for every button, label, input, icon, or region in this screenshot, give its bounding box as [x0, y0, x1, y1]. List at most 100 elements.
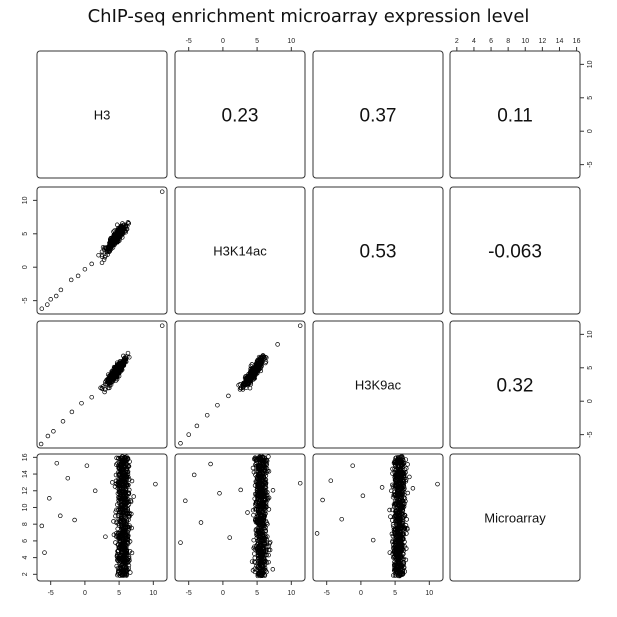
data-point — [208, 461, 213, 467]
data-point — [116, 556, 122, 562]
data-point — [153, 481, 158, 487]
data-point — [245, 510, 250, 515]
data-point — [123, 492, 129, 497]
data-point — [262, 468, 268, 474]
data-point — [102, 389, 107, 395]
data-point — [379, 485, 385, 490]
data-point — [254, 363, 260, 369]
data-point — [101, 247, 107, 252]
data-point — [394, 542, 399, 547]
data-point — [261, 491, 267, 497]
data-point — [111, 229, 116, 234]
data-point — [103, 534, 108, 539]
data-point — [120, 532, 125, 537]
data-point — [260, 503, 265, 508]
data-point — [114, 563, 119, 569]
x-tick-label: 10 — [521, 38, 529, 45]
correlation-value: 0.32 — [497, 376, 534, 397]
data-point — [117, 368, 122, 373]
data-point — [126, 517, 131, 523]
data-point — [126, 499, 132, 505]
correlation-value: 0.37 — [360, 106, 397, 127]
data-point — [123, 525, 128, 531]
panel-h3-h3k14ac — [174, 50, 306, 179]
data-point — [339, 516, 344, 522]
data-point — [122, 555, 127, 561]
data-point — [253, 468, 259, 474]
y-tick-label: -5 — [587, 431, 594, 437]
data-point — [270, 567, 276, 572]
data-point — [257, 540, 263, 546]
data-point — [256, 531, 261, 537]
data-point — [253, 517, 258, 523]
data-point — [405, 490, 411, 496]
correlation-value: 0.23 — [222, 106, 259, 127]
correlation-value: 0.53 — [360, 242, 397, 263]
data-point — [118, 361, 123, 367]
y-tick-label: 5 — [587, 96, 594, 100]
data-point — [99, 386, 105, 391]
data-point — [118, 565, 123, 571]
data-point — [126, 491, 131, 497]
data-point — [38, 441, 44, 447]
data-point — [119, 512, 124, 518]
data-point — [120, 463, 126, 468]
data-point — [120, 529, 125, 535]
data-point — [259, 469, 265, 475]
data-point — [121, 521, 127, 527]
data-point — [121, 570, 126, 575]
data-point — [121, 520, 126, 525]
x-tick-label: 16 — [573, 38, 581, 45]
data-point — [259, 355, 264, 361]
data-point — [159, 323, 165, 328]
data-point — [261, 548, 266, 553]
data-point — [244, 379, 250, 384]
x-tick-label: 12 — [538, 38, 546, 45]
data-point — [122, 524, 127, 530]
correlation-value: -0.063 — [488, 242, 542, 263]
data-point — [105, 385, 111, 391]
data-point — [392, 466, 397, 472]
data-point — [53, 293, 59, 299]
data-point — [116, 568, 121, 574]
data-point — [124, 550, 129, 556]
data-point — [122, 545, 128, 551]
data-point — [394, 499, 400, 505]
data-point — [350, 463, 355, 468]
x-tick-label: 8 — [506, 38, 510, 45]
data-point — [410, 486, 416, 491]
data-point — [117, 471, 122, 477]
data-point — [131, 494, 136, 499]
data-point — [89, 261, 94, 267]
data-point — [121, 471, 126, 476]
data-point — [123, 481, 128, 486]
data-point — [264, 458, 270, 464]
data-point — [260, 520, 265, 526]
data-point — [112, 369, 118, 374]
data-point — [122, 549, 128, 554]
data-point — [252, 491, 258, 497]
y-tick-label: 10 — [587, 330, 594, 338]
data-point — [257, 463, 263, 469]
data-point — [393, 500, 398, 506]
variable-label-h3k14ac: H3K14ac — [213, 244, 267, 259]
data-point — [398, 481, 403, 487]
data-point — [397, 507, 403, 512]
y-tick-label: 10 — [22, 503, 29, 511]
data-point — [395, 533, 400, 539]
data-point — [404, 525, 410, 531]
panel-h3-h3k9ac — [312, 50, 444, 179]
data-point — [45, 302, 50, 307]
data-point — [118, 478, 123, 483]
x-tick-label: -5 — [186, 590, 192, 597]
data-point — [103, 379, 108, 385]
data-point — [240, 384, 246, 389]
data-point — [275, 342, 280, 347]
data-point — [256, 367, 262, 372]
x-tick-label: 0 — [221, 590, 225, 597]
data-point — [262, 477, 268, 482]
data-point — [39, 306, 45, 311]
data-point — [252, 456, 258, 461]
data-point — [250, 465, 256, 471]
data-point — [392, 549, 397, 554]
